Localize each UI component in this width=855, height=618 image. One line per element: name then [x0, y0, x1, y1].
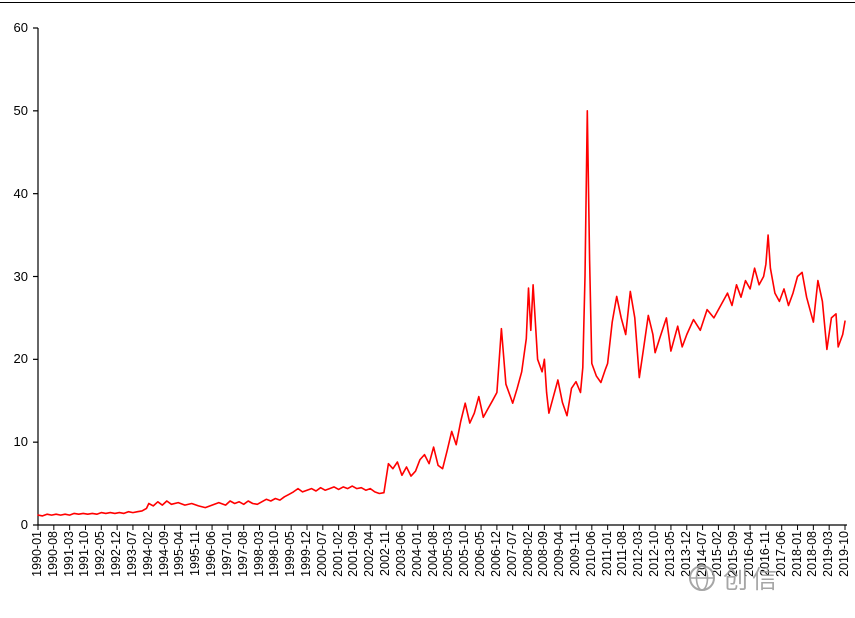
x-tick-label: 2002-04 — [362, 531, 377, 577]
x-tick-label: 2004-08 — [425, 531, 440, 577]
axis-spines — [37, 28, 847, 526]
y-tick-label: 60 — [13, 20, 28, 35]
y-tick-label: 30 — [13, 268, 28, 284]
x-tick-label: 1999-12 — [299, 531, 313, 577]
x-tick-label: 2005-10 — [457, 531, 472, 577]
x-tick-label: 2001-09 — [346, 531, 361, 577]
x-tick-label: 2002-11 — [378, 531, 393, 576]
x-tick-label: 1993-07 — [124, 531, 139, 577]
watermark-text: 创信 — [723, 566, 782, 594]
x-tick-label: 1991-03 — [61, 531, 76, 577]
x-tick-label: 2011-08 — [615, 531, 630, 576]
x-tick-label: 2000-07 — [314, 531, 329, 577]
x-tick-label: 2008-02 — [520, 531, 535, 577]
x-tick-label: 2007-07 — [504, 531, 519, 577]
x-tick-label: 1990-08 — [45, 531, 60, 577]
watermark: 创信 — [688, 560, 781, 596]
x-tick-label: 2010-06 — [583, 531, 598, 577]
x-tick-label: 2012-03 — [631, 531, 646, 577]
top-border-line — [0, 2, 855, 3]
y-tick-label: 20 — [13, 351, 28, 367]
x-tick-label: 1998-10 — [267, 531, 282, 577]
y-tick-label: 10 — [13, 434, 28, 450]
x-tick-label: 2009-11 — [568, 531, 582, 576]
x-tick-label: 2008-09 — [536, 531, 551, 577]
x-tick-label: 2013-05 — [662, 531, 677, 577]
x-tick-label: 2009-04 — [552, 531, 567, 577]
x-tick-label: 2011-01 — [599, 531, 614, 576]
x-tick-label: 2018-01 — [789, 531, 804, 577]
x-tick-label: 1995-11 — [188, 531, 203, 576]
x-tick-label: 2012-10 — [647, 531, 662, 577]
x-tick-label: 1996-06 — [204, 531, 219, 577]
x-tick-label: 2005-03 — [441, 531, 456, 577]
y-tick-label: 40 — [13, 185, 28, 201]
x-tick-label: 1994-09 — [156, 531, 171, 577]
x-tick-label: 2019-03 — [821, 531, 836, 577]
x-tick-label: 2006-12 — [488, 531, 503, 577]
x-tick-label: 2018-08 — [805, 531, 820, 577]
x-tick-label: 1997-01 — [219, 531, 234, 577]
x-tick-label: 2001-02 — [330, 531, 345, 577]
x-tick-label: 1998-03 — [251, 531, 266, 577]
x-tick-label: 1992-12 — [109, 531, 124, 577]
globe-icon — [689, 565, 715, 591]
x-tick-label: 2004-01 — [409, 531, 424, 577]
y-tick-label: 50 — [13, 102, 28, 118]
x-tick-label: 1991-10 — [77, 531, 92, 577]
x-tick-label: 1999-05 — [283, 531, 298, 577]
x-tick-label: 1995-04 — [172, 531, 187, 577]
x-tick-label: 1997-08 — [235, 531, 250, 577]
x-tick-label: 2019-10 — [837, 531, 851, 577]
x-tick-label: 1994-02 — [140, 531, 155, 577]
x-tick-label: 1992-05 — [93, 531, 108, 577]
x-tick-label: 2006-05 — [473, 531, 488, 577]
x-tick-label: 1990-01 — [30, 531, 44, 577]
x-tick-label: 2003-06 — [393, 531, 408, 577]
data-line-series-1 — [37, 110, 846, 517]
y-tick-label: 0 — [20, 517, 28, 532]
